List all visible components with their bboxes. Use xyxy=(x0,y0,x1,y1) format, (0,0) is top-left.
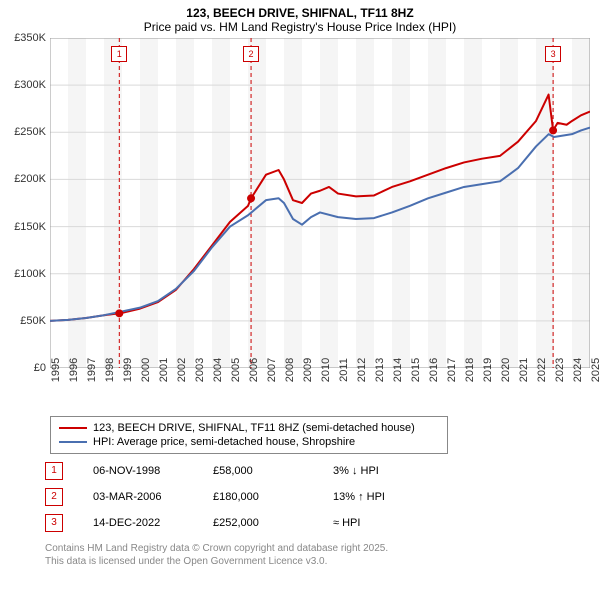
x-tick-label: 1999 xyxy=(122,358,134,382)
x-tick-label: 2019 xyxy=(482,358,494,382)
x-tick-label: 1998 xyxy=(104,358,116,382)
sale-date: 06-NOV-1998 xyxy=(93,465,183,477)
legend-swatch xyxy=(59,441,87,443)
sale-marker-box: 2 xyxy=(45,488,63,506)
x-tick-label: 2012 xyxy=(356,358,368,382)
legend-item: HPI: Average price, semi-detached house,… xyxy=(59,435,439,449)
footer: Contains HM Land Registry data © Crown c… xyxy=(45,542,600,568)
x-tick-label: 2018 xyxy=(464,358,476,382)
legend-swatch xyxy=(59,427,87,429)
sales-table: 1 06-NOV-1998 £58,000 3% ↓ HPI 2 03-MAR-2006 £… xyxy=(45,458,600,536)
sale-date: 03-MAR-2006 xyxy=(93,491,183,503)
x-tick-label: 2004 xyxy=(212,358,224,382)
x-tick-label: 2023 xyxy=(554,358,566,382)
sale-hpi: 3% ↓ HPI xyxy=(333,465,423,477)
x-tick-label: 2013 xyxy=(374,358,386,382)
legend-label: HPI: Average price, semi-detached house,… xyxy=(93,436,355,448)
x-tick-label: 2000 xyxy=(140,358,152,382)
sale-marker-box: 1 xyxy=(45,462,63,480)
x-axis: 1995199619971998199920002001200220032004… xyxy=(50,368,590,410)
x-tick-label: 2015 xyxy=(410,358,422,382)
y-tick-label: £250K xyxy=(14,126,50,138)
sale-marker-box: 3 xyxy=(45,514,63,532)
y-tick-label: £150K xyxy=(14,221,50,233)
sale-hpi: 13% ↑ HPI xyxy=(333,491,423,503)
x-tick-label: 2017 xyxy=(446,358,458,382)
footer-line1: Contains HM Land Registry data © Crown c… xyxy=(45,542,600,555)
sale-date: 14-DEC-2022 xyxy=(93,517,183,529)
y-tick-label: £300K xyxy=(14,79,50,91)
x-tick-label: 2022 xyxy=(536,358,548,382)
x-tick-label: 2008 xyxy=(284,358,296,382)
y-tick-label: £0 xyxy=(34,362,50,374)
x-tick-label: 2009 xyxy=(302,358,314,382)
chart-marker-box: 2 xyxy=(243,46,259,62)
chart-title: 123, BEECH DRIVE, SHIFNAL, TF11 8HZ xyxy=(0,0,600,20)
x-tick-label: 2007 xyxy=(266,358,278,382)
y-tick-label: £100K xyxy=(14,268,50,280)
y-tick-label: £350K xyxy=(14,32,50,44)
x-tick-label: 2021 xyxy=(518,358,530,382)
y-tick-label: £50K xyxy=(20,315,50,327)
x-tick-label: 2006 xyxy=(248,358,260,382)
footer-line2: This data is licensed under the Open Gov… xyxy=(45,555,600,568)
x-tick-label: 2005 xyxy=(230,358,242,382)
chart-marker-box: 3 xyxy=(545,46,561,62)
x-tick-label: 2002 xyxy=(176,358,188,382)
y-tick-label: £200K xyxy=(14,173,50,185)
x-tick-label: 2016 xyxy=(428,358,440,382)
sale-price: £252,000 xyxy=(213,517,303,529)
x-tick-label: 2025 xyxy=(590,358,600,382)
x-tick-label: 2020 xyxy=(500,358,512,382)
x-tick-label: 2001 xyxy=(158,358,170,382)
legend-label: 123, BEECH DRIVE, SHIFNAL, TF11 8HZ (sem… xyxy=(93,422,415,434)
x-tick-label: 2011 xyxy=(338,358,350,382)
x-tick-label: 2003 xyxy=(194,358,206,382)
x-tick-label: 1997 xyxy=(86,358,98,382)
sale-hpi: ≈ HPI xyxy=(333,517,423,529)
page: 123, BEECH DRIVE, SHIFNAL, TF11 8HZ Pric… xyxy=(0,0,600,590)
chart-marker-box: 1 xyxy=(111,46,127,62)
x-tick-label: 1996 xyxy=(68,358,80,382)
x-tick-label: 2010 xyxy=(320,358,332,382)
legend: 123, BEECH DRIVE, SHIFNAL, TF11 8HZ (sem… xyxy=(50,416,448,454)
x-tick-label: 2014 xyxy=(392,358,404,382)
x-tick-label: 2024 xyxy=(572,358,584,382)
chart-plot xyxy=(50,38,590,368)
sale-row: 1 06-NOV-1998 £58,000 3% ↓ HPI xyxy=(45,458,600,484)
legend-item: 123, BEECH DRIVE, SHIFNAL, TF11 8HZ (sem… xyxy=(59,421,439,435)
chart-area: £0£50K£100K£150K£200K£250K£300K£350K 123 xyxy=(50,38,590,368)
sale-price: £58,000 xyxy=(213,465,303,477)
x-tick-label: 1995 xyxy=(50,358,62,382)
sale-price: £180,000 xyxy=(213,491,303,503)
chart-subtitle: Price paid vs. HM Land Registry's House … xyxy=(0,20,600,34)
sale-row: 2 03-MAR-2006 £180,000 13% ↑ HPI xyxy=(45,484,600,510)
sale-row: 3 14-DEC-2022 £252,000 ≈ HPI xyxy=(45,510,600,536)
